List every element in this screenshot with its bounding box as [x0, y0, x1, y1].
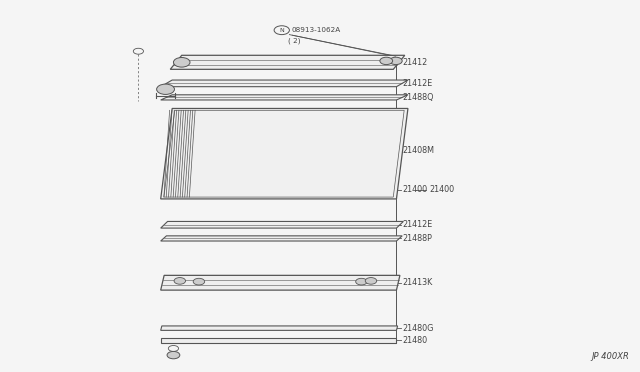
Text: 21480: 21480 [403, 336, 428, 345]
Polygon shape [161, 326, 397, 330]
Circle shape [173, 58, 190, 67]
Text: 21412: 21412 [403, 58, 428, 67]
Text: 21488P: 21488P [403, 234, 433, 243]
Polygon shape [161, 221, 403, 228]
Polygon shape [161, 80, 408, 87]
Text: ( 2): ( 2) [288, 37, 301, 44]
Text: 08913-1062A: 08913-1062A [291, 27, 340, 33]
Text: JP 400XR: JP 400XR [591, 352, 629, 361]
Circle shape [157, 84, 175, 94]
Polygon shape [161, 275, 400, 290]
Circle shape [356, 278, 367, 285]
Circle shape [380, 57, 393, 65]
Polygon shape [170, 55, 404, 69]
Circle shape [390, 57, 402, 65]
Circle shape [193, 278, 205, 285]
Polygon shape [161, 95, 408, 100]
Text: 21412E: 21412E [403, 79, 433, 88]
Text: 21412E: 21412E [403, 220, 433, 229]
Text: 21400: 21400 [403, 185, 428, 194]
Text: 21408M: 21408M [403, 147, 435, 155]
Text: 21488Q: 21488Q [403, 93, 435, 102]
Circle shape [174, 278, 186, 284]
Text: 21413K: 21413K [403, 278, 433, 287]
Polygon shape [161, 338, 396, 343]
Polygon shape [161, 109, 408, 199]
Circle shape [167, 352, 180, 359]
Text: 21400: 21400 [429, 185, 455, 194]
Circle shape [365, 278, 377, 284]
Text: N: N [280, 28, 284, 33]
Polygon shape [161, 236, 402, 241]
Text: 21480G: 21480G [403, 324, 434, 333]
